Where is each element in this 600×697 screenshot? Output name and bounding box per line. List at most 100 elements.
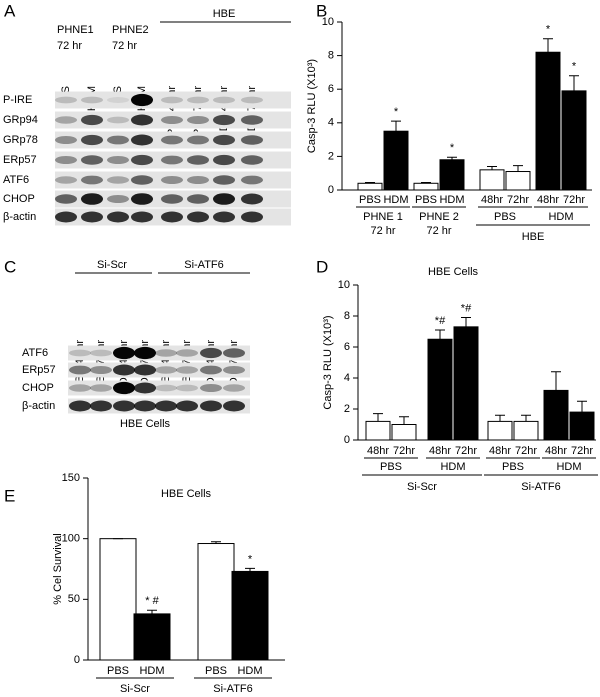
blot-band xyxy=(241,211,263,223)
error-bar xyxy=(577,400,587,413)
x-tick-label: HDM xyxy=(383,194,408,206)
blot-band xyxy=(241,155,263,165)
x-tick-label: 72hr xyxy=(571,445,593,457)
group-label: PHNE 2 xyxy=(419,211,459,223)
blot-band xyxy=(161,155,183,165)
error-bar xyxy=(513,165,523,172)
x-tick-label: PBS xyxy=(107,665,129,677)
panel-label: B xyxy=(316,1,327,20)
blot-band xyxy=(131,175,153,185)
blot-band xyxy=(213,96,235,104)
blot-band xyxy=(200,400,222,412)
blot-band xyxy=(134,400,156,412)
significance-marker: * xyxy=(248,553,253,565)
blot-band xyxy=(187,211,209,223)
chart-title: HBE Cells xyxy=(161,488,212,500)
blot-band xyxy=(107,176,129,184)
group-label: HDM xyxy=(440,461,465,473)
y-tick-label: 0 xyxy=(344,434,350,446)
error-bar xyxy=(373,413,383,422)
blot-band xyxy=(213,114,235,126)
x-tick-label: PBS xyxy=(205,665,227,677)
blot-band xyxy=(241,115,263,125)
blot-band xyxy=(155,349,177,357)
bar xyxy=(427,338,453,441)
blot-band xyxy=(107,211,129,223)
blot-band xyxy=(131,114,153,126)
x-tick-label: HDM xyxy=(439,194,464,206)
blot-band xyxy=(187,96,209,104)
blot-band xyxy=(113,346,135,360)
group-label: HDM xyxy=(548,211,573,223)
group-sublabel: 72 hr xyxy=(426,225,451,237)
blot-band xyxy=(81,96,103,104)
y-axis-label: % Cel Survival xyxy=(52,533,64,605)
x-tick-label: PBS xyxy=(359,194,381,206)
bar xyxy=(513,420,539,441)
error-bar xyxy=(461,317,471,327)
row-label: P-IRE xyxy=(3,94,32,106)
column-group-label: PHNE2 xyxy=(112,24,149,36)
y-tick-label: 8 xyxy=(328,50,334,62)
error-bar xyxy=(421,181,431,184)
column-group-label: Si-Scr xyxy=(97,259,127,271)
blot-strip xyxy=(55,111,291,129)
blot-band xyxy=(213,193,235,205)
column-group-sublabel: 72 hr xyxy=(112,40,137,52)
bar xyxy=(133,613,171,661)
bar xyxy=(391,424,417,441)
bar xyxy=(505,171,531,191)
y-axis-label: Casp-3 RLU (X10³) xyxy=(322,315,334,409)
y-tick-label: 0 xyxy=(74,654,80,666)
error-bar xyxy=(487,165,497,170)
error-bar xyxy=(569,75,579,91)
blot-band xyxy=(134,346,156,360)
blot-strip xyxy=(55,91,291,109)
x-tick-label: 48hr xyxy=(429,445,451,457)
blot-band xyxy=(131,211,153,223)
bar xyxy=(365,420,391,441)
column-group-label: HBE xyxy=(213,8,236,20)
significance-marker: *# xyxy=(435,315,446,327)
group-label: PBS xyxy=(380,461,402,473)
blot-band xyxy=(223,365,245,375)
y-tick-label: 150 xyxy=(62,472,80,484)
blot-strip xyxy=(55,151,291,169)
y-tick-label: 10 xyxy=(322,16,334,28)
blot-band xyxy=(223,400,245,412)
y-tick-label: 8 xyxy=(344,310,350,322)
blot-band xyxy=(187,155,209,165)
blot-band xyxy=(113,400,135,412)
blot-band xyxy=(90,349,112,357)
blot-band xyxy=(241,96,263,104)
bar xyxy=(99,538,137,661)
significance-marker: * # xyxy=(145,595,159,607)
blot-band xyxy=(134,382,156,394)
supergroup-label: Si-Scr xyxy=(407,481,437,493)
blot-band xyxy=(176,366,198,374)
blot-strip xyxy=(68,362,250,378)
panel-label: A xyxy=(4,1,16,20)
blot-band xyxy=(176,400,198,412)
bar xyxy=(569,411,595,441)
blot-band xyxy=(107,97,129,103)
row-label: GRp94 xyxy=(3,114,38,126)
column-group-label: Si-ATF6 xyxy=(184,259,224,271)
x-tick-label: 48hr xyxy=(545,445,567,457)
blot-band xyxy=(161,175,183,185)
bar xyxy=(561,90,587,191)
blot-band xyxy=(213,154,235,166)
blot-band xyxy=(69,349,91,357)
blot-band xyxy=(241,175,263,185)
significance-marker: * xyxy=(572,61,577,73)
row-label: ATF6 xyxy=(22,347,48,359)
blot-band xyxy=(131,193,153,205)
blot-band xyxy=(55,135,77,145)
y-axis-label: Casp-3 RLU (X10³) xyxy=(306,59,318,153)
blot-band xyxy=(187,194,209,204)
bar xyxy=(439,159,465,191)
blot-band xyxy=(107,116,129,124)
significance-marker: * xyxy=(546,24,551,36)
x-tick-label: 72hr xyxy=(507,194,529,206)
blot-band xyxy=(113,381,135,395)
